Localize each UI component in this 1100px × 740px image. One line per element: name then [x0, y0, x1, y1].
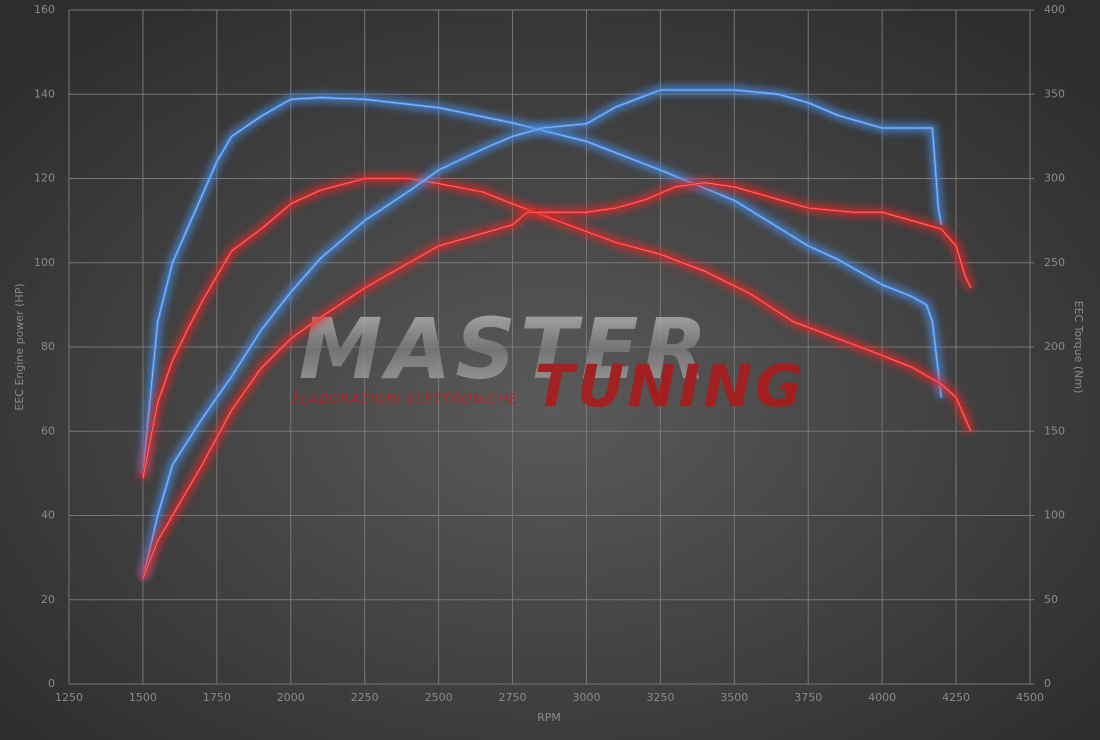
- x-tick-label: 2750: [499, 691, 527, 704]
- y2-tick-label: 200: [1044, 340, 1065, 353]
- watermark-tagline: ELABORAZIONI ELETTRONICHE: [292, 393, 519, 408]
- y-tick-label: 140: [34, 87, 55, 100]
- y-tick-label: 120: [34, 172, 55, 185]
- y2-tick-label: 0: [1044, 677, 1051, 690]
- line-core: [142, 97, 942, 474]
- y-tick-label: 160: [34, 3, 55, 16]
- y-tick-label: 40: [41, 509, 55, 522]
- y-tick-label: 100: [34, 256, 55, 269]
- x-tick-label: 3750: [794, 691, 822, 704]
- watermark: MASTER TUNING ELABORAZIONI ELETTRONICHE: [292, 300, 806, 420]
- x-tick-label: 1250: [55, 691, 83, 704]
- x-tick-label: 3500: [720, 691, 748, 704]
- x-tick-label: 3250: [646, 691, 674, 704]
- y2-tick-label: 150: [1044, 424, 1065, 437]
- y2-tick-label: 300: [1044, 172, 1065, 185]
- x-tick-label: 1500: [129, 691, 157, 704]
- y2-tick-label: 250: [1044, 256, 1065, 269]
- x-tick-label: 2000: [277, 691, 305, 704]
- x-tick-label: 2500: [425, 691, 453, 704]
- line-core: [142, 182, 972, 579]
- x-tick-label: 4500: [1016, 691, 1044, 704]
- y2-axis-label: EEC Torque (Nm): [1072, 301, 1085, 394]
- watermark-top: MASTER: [299, 300, 711, 398]
- x-tick-label: 2250: [351, 691, 379, 704]
- x-tick-label: 1750: [203, 691, 231, 704]
- x-tick-label: 4000: [868, 691, 896, 704]
- lines: [138, 85, 976, 581]
- y-tick-label: 0: [48, 677, 55, 690]
- y-tick-label: 20: [41, 593, 55, 606]
- x-tick-label: 4250: [942, 691, 970, 704]
- x-axis-label: RPM: [537, 711, 561, 724]
- y2-tick-label: 400: [1044, 3, 1065, 16]
- line-core: [142, 178, 972, 479]
- y-tick-label: 60: [41, 424, 55, 437]
- x-tick-label: 3000: [572, 691, 600, 704]
- y-axis-label: EEC Engine power (HP): [13, 283, 26, 410]
- y2-tick-label: 50: [1044, 593, 1058, 606]
- line-core: [142, 89, 942, 579]
- y2-tick-label: 100: [1044, 509, 1065, 522]
- y-tick-label: 80: [41, 340, 55, 353]
- y2-tick-label: 350: [1044, 87, 1065, 100]
- watermark-bottom: TUNING: [535, 352, 806, 420]
